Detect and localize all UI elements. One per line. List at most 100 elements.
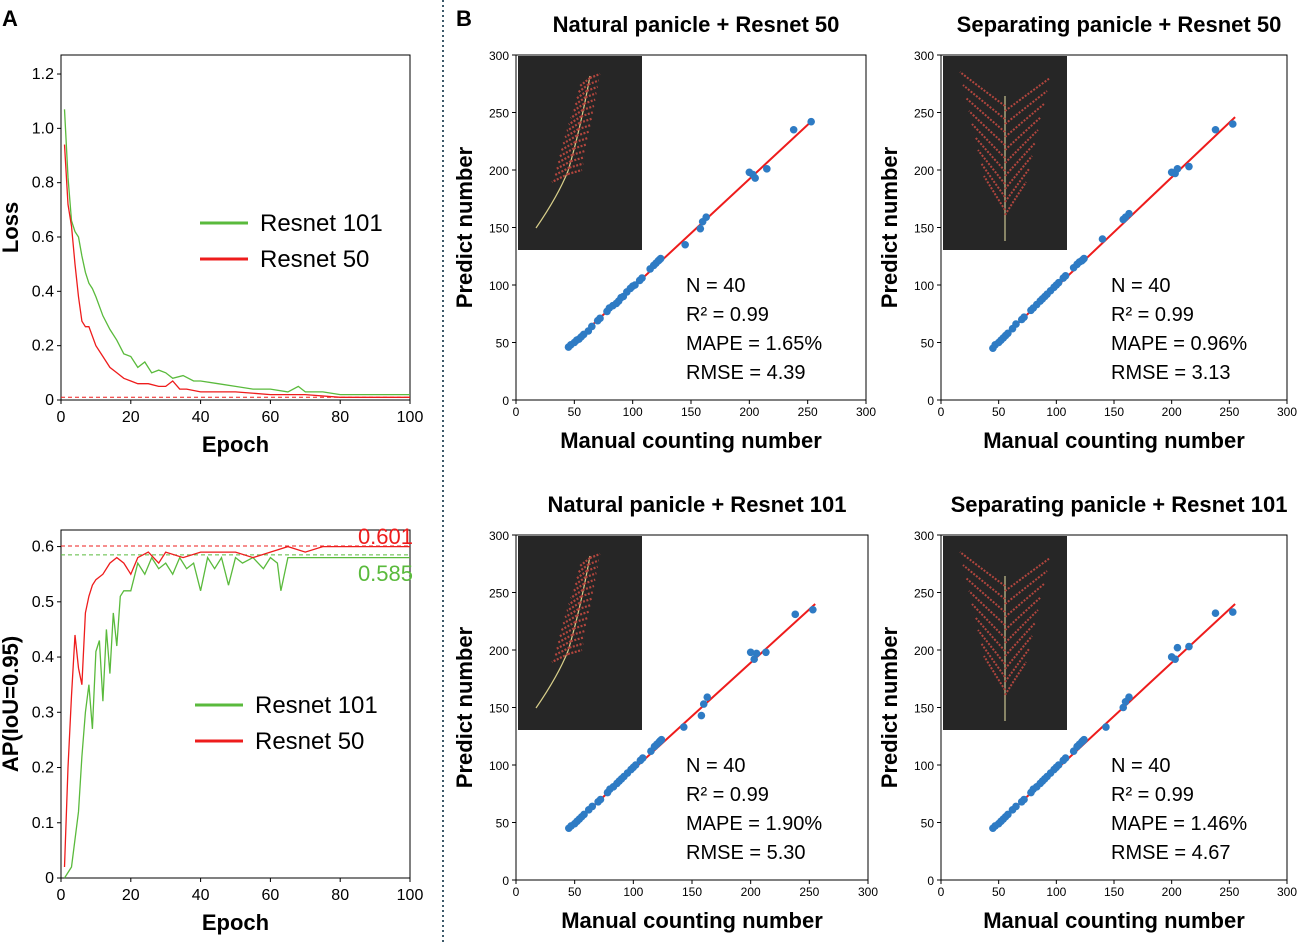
y-tick-label: 0 (502, 394, 509, 408)
series-line-resnet-101 (63, 109, 410, 396)
panicle-branch (965, 97, 1006, 133)
data-point (1119, 703, 1128, 712)
x-tick-label: 250 (798, 405, 818, 419)
y-axis-label: Predict number (877, 626, 902, 788)
data-point (1185, 162, 1193, 171)
y-tick-label: 0 (45, 870, 54, 887)
chart-title: Natural panicle + Resnet 101 (548, 492, 847, 517)
panicle-branch (558, 143, 588, 158)
x-tick-label: 250 (1219, 885, 1239, 899)
stat-r2: R² = 0.99 (686, 784, 769, 806)
x-tick-label: 100 (397, 409, 424, 426)
axes-frame (60, 54, 411, 401)
y-axis-label: Predict number (877, 146, 902, 308)
data-point (1061, 754, 1070, 762)
data-point (1054, 278, 1063, 287)
panicle-branch (1004, 557, 1051, 592)
panicle-branch (980, 162, 1006, 198)
y-tick-label: 0.5 (32, 594, 54, 611)
x-tick-label: 20 (122, 409, 140, 426)
y-tick-label: 100 (489, 759, 509, 773)
stat-rmse: RMSE = 4.39 (686, 362, 806, 384)
panicle-branch (553, 642, 584, 657)
stat-r2: R² = 0.99 (686, 304, 769, 326)
data-point (1004, 329, 1012, 338)
data-point (1020, 795, 1028, 804)
stat-rmse: RMSE = 3.13 (1111, 362, 1231, 384)
x-tick-label: 40 (192, 887, 210, 904)
series-line-resnet-50 (63, 545, 410, 868)
data-point (638, 274, 646, 282)
data-point (1228, 608, 1237, 616)
data-point (807, 117, 815, 126)
panicle-branch (974, 616, 1006, 652)
x-tick-label: 0 (513, 885, 520, 899)
panicle-branch (575, 565, 598, 580)
x-tick-label: 0 (938, 885, 945, 899)
panicle-branch (965, 577, 1006, 613)
data-point (1173, 643, 1182, 652)
data-point (762, 648, 770, 657)
panicle-branch (560, 136, 589, 151)
data-point (752, 649, 761, 658)
data-point (1228, 120, 1237, 128)
y-tick-label: 0.6 (32, 229, 54, 246)
data-point (1012, 320, 1020, 328)
x-tick-label: 0 (938, 405, 945, 419)
axes-frame (60, 529, 411, 879)
data-point (679, 723, 688, 731)
data-point (1102, 723, 1110, 731)
data-point (1125, 209, 1133, 218)
data-point (1211, 609, 1220, 617)
panicle-branch (560, 616, 589, 631)
x-tick-label: 60 (262, 409, 280, 426)
y-axis-label: Predict number (452, 146, 477, 308)
y-tick-label: 0.3 (32, 704, 54, 721)
x-tick-label: 300 (1277, 405, 1297, 419)
y-tick-label: 200 (489, 164, 509, 178)
panicle-branch (562, 610, 590, 625)
panel-letter-a: A (2, 6, 18, 31)
y-tick-label: 100 (489, 279, 509, 293)
stat-mape: MAPE = 1.46% (1111, 813, 1247, 835)
stat-r2: R² = 0.99 (1111, 304, 1194, 326)
panicle-branch (1004, 168, 1030, 203)
data-point (1171, 655, 1179, 663)
data-point (750, 655, 758, 663)
y-tick-label: 0.2 (32, 338, 54, 355)
stat-n: N = 40 (686, 755, 745, 777)
panicle-branch (1004, 77, 1051, 112)
data-point (656, 254, 665, 263)
charts-group: 0 20 40 60 80 100 0 0.2 0.4 0.6 0.8 1.0 1.2 Resnet 10… (0, 12, 1297, 935)
stat-rmse: RMSE = 4.67 (1111, 842, 1231, 864)
panicle-branch (1004, 116, 1042, 151)
panicle-stem (535, 75, 591, 229)
reference-value-label: 0.585 (358, 561, 413, 586)
y-axis-label: AP(IoU=0.95) (0, 636, 23, 772)
y-tick-label: 1.0 (32, 120, 54, 137)
y-tick-label: 200 (489, 644, 509, 658)
inset-panicle-image (943, 536, 1067, 730)
panicle-branch (566, 597, 592, 612)
panicle-branch (1004, 661, 1027, 696)
y-tick-label: 300 (489, 529, 509, 543)
panicle-branch (971, 603, 1006, 639)
panicle-branch (558, 623, 588, 638)
stat-mape: MAPE = 0.96% (1111, 333, 1247, 355)
panicle-branch (571, 578, 596, 593)
data-point (1173, 165, 1182, 173)
y-tick-label: 200 (914, 644, 934, 658)
y-tick-label: 0.2 (32, 760, 54, 777)
panicle-branch (568, 111, 594, 126)
stat-r2: R² = 0.99 (1111, 784, 1194, 806)
panicle-branch (971, 123, 1006, 159)
y-tick-label: 0.4 (32, 283, 54, 300)
panicle-branch (959, 551, 1006, 587)
chart-scatter-natural-101: 0 50 100 150 200 250 300 0 50 100 150 200 250 300 N = … (452, 492, 878, 933)
data-point (791, 610, 800, 619)
panicle-branch (1004, 609, 1039, 644)
panicle-branch (1004, 90, 1048, 125)
inset-panicle-image (943, 56, 1067, 250)
chart-loss: 0 20 40 60 80 100 0 0.2 0.4 0.6 0.8 1.0 1.2 Resnet 10… (0, 54, 424, 457)
